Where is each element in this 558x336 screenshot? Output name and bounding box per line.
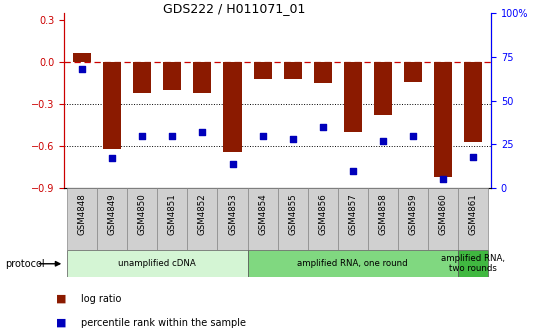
Text: protocol: protocol: [6, 259, 45, 269]
Bar: [434, 62, 452, 177]
Text: amplified RNA,
two rounds: amplified RNA, two rounds: [441, 254, 505, 274]
Bar: [218, 188, 248, 250]
Bar: [404, 62, 422, 82]
Bar: [368, 188, 398, 250]
Bar: [127, 188, 157, 250]
Text: GSM4854: GSM4854: [258, 193, 267, 235]
Bar: [283, 62, 302, 79]
Bar: [374, 62, 392, 116]
Text: percentile rank within the sample: percentile rank within the sample: [81, 318, 246, 328]
Point: [168, 133, 177, 138]
Bar: [253, 62, 272, 79]
Bar: [73, 52, 91, 62]
Text: GSM4849: GSM4849: [108, 193, 117, 235]
Text: amplified RNA, one round: amplified RNA, one round: [297, 259, 408, 268]
Bar: [248, 188, 278, 250]
Text: GSM4850: GSM4850: [138, 193, 147, 235]
Point: [228, 161, 237, 166]
Text: GDS222 / H011071_01: GDS222 / H011071_01: [163, 2, 306, 15]
Text: GSM4859: GSM4859: [408, 193, 417, 235]
Bar: [307, 188, 338, 250]
Bar: [103, 62, 121, 149]
Bar: [338, 188, 368, 250]
Point: [138, 133, 147, 138]
Point: [348, 168, 357, 173]
Point: [258, 133, 267, 138]
Bar: [67, 250, 248, 277]
Text: GSM4851: GSM4851: [168, 193, 177, 235]
Point: [78, 67, 86, 72]
Point: [288, 136, 297, 142]
Bar: [224, 62, 242, 152]
Point: [469, 154, 478, 159]
Point: [408, 133, 417, 138]
Text: GSM4858: GSM4858: [378, 193, 387, 235]
Bar: [398, 188, 428, 250]
Bar: [194, 62, 211, 93]
Bar: [278, 188, 307, 250]
Text: GSM4848: GSM4848: [78, 193, 86, 235]
Bar: [163, 62, 181, 90]
Bar: [458, 250, 488, 277]
Bar: [67, 188, 97, 250]
Text: GSM4860: GSM4860: [439, 193, 448, 235]
Bar: [458, 188, 488, 250]
Bar: [187, 188, 218, 250]
Bar: [97, 188, 127, 250]
Bar: [248, 250, 458, 277]
Bar: [133, 62, 151, 93]
Bar: [428, 188, 458, 250]
Bar: [464, 62, 482, 142]
Text: GSM4861: GSM4861: [469, 193, 478, 235]
Text: GSM4853: GSM4853: [228, 193, 237, 235]
Point: [378, 138, 387, 144]
Text: GSM4856: GSM4856: [318, 193, 327, 235]
Point: [198, 130, 207, 135]
Text: ■: ■: [56, 318, 66, 328]
Bar: [344, 62, 362, 132]
Point: [439, 177, 448, 182]
Bar: [314, 62, 331, 83]
Text: ■: ■: [56, 294, 66, 304]
Point: [318, 124, 327, 130]
Point: [108, 156, 117, 161]
Text: GSM4857: GSM4857: [348, 193, 357, 235]
Text: log ratio: log ratio: [81, 294, 121, 304]
Text: unamplified cDNA: unamplified cDNA: [118, 259, 196, 268]
Text: GSM4852: GSM4852: [198, 193, 207, 235]
Text: GSM4855: GSM4855: [288, 193, 297, 235]
Bar: [157, 188, 187, 250]
